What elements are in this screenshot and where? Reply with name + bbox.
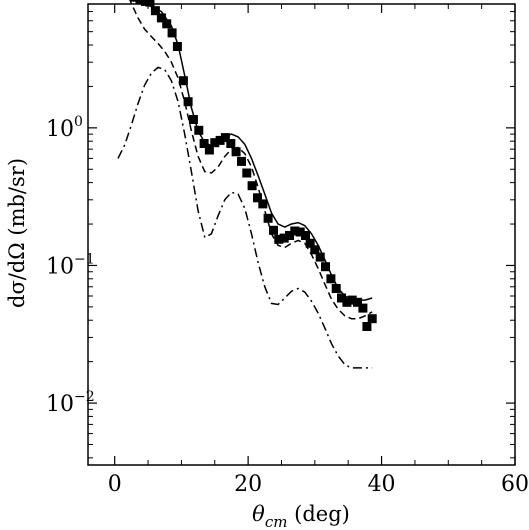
data-point: [140, 0, 150, 6]
data-point: [295, 227, 305, 237]
data-point: [362, 322, 372, 331]
data-point: [367, 314, 377, 324]
data-point: [162, 19, 172, 29]
data-point: [231, 147, 241, 157]
data-point: [172, 42, 182, 51]
dashed-curve: [129, 0, 373, 320]
data-point: [258, 199, 268, 209]
data-point: [347, 295, 357, 305]
data-point: [353, 297, 362, 307]
data-point: [326, 274, 336, 284]
data-point: [310, 245, 320, 255]
data-point: [178, 76, 188, 86]
data-point: [130, 0, 140, 2]
data-point: [237, 156, 246, 166]
data-point: [226, 139, 236, 148]
data-point: [253, 193, 262, 203]
data-point: [301, 231, 310, 240]
data-point: [337, 293, 346, 303]
data-point: [331, 284, 341, 293]
y-axis: 101 100 10−1 10−2: [46, 0, 515, 459]
y-axis-title: dσ/dΩ (mb/sr): [5, 158, 29, 308]
x-axis: 0 20 40 60: [108, 4, 529, 497]
data-point: [274, 234, 284, 244]
data-point: [242, 168, 252, 178]
x-tick-label: 0: [108, 472, 122, 497]
data-point: [183, 97, 193, 107]
data-point: [263, 213, 273, 223]
x-tick-label: 20: [234, 472, 262, 497]
model-curves: [117, 0, 373, 369]
y-tick-label: 10−2: [46, 389, 95, 417]
y-tick-label: 101: [46, 0, 83, 4]
x-tick-label: 40: [368, 472, 396, 497]
dashdot-curve: [117, 66, 373, 369]
data-point: [269, 225, 278, 235]
data-points: [130, 0, 377, 331]
data-point: [321, 262, 330, 272]
data-point: [210, 138, 220, 148]
plot-frame: [87, 3, 516, 466]
x-tick-label: 60: [501, 472, 529, 497]
data-point: [290, 226, 300, 236]
data-point: [315, 252, 325, 262]
data-point: [215, 135, 225, 145]
solid-curve: [132, 0, 373, 301]
data-point: [342, 297, 352, 307]
data-point: [145, 0, 155, 7]
data-point: [305, 238, 315, 248]
data-point: [194, 125, 204, 135]
data-point: [247, 181, 257, 191]
x-axis-title: θcm (deg): [252, 502, 350, 530]
data-point: [204, 145, 214, 155]
data-point: [285, 231, 294, 240]
data-point: [188, 115, 198, 124]
data-point: [279, 233, 289, 243]
data-point: [167, 28, 177, 38]
data-point: [199, 139, 209, 148]
data-point: [358, 303, 368, 313]
y-tick-label: 100: [46, 114, 83, 142]
data-point: [135, 0, 145, 5]
data-point: [220, 133, 230, 143]
y-tick-label: 10−1: [46, 251, 95, 279]
data-point: [156, 13, 166, 23]
data-point: [150, 6, 160, 16]
